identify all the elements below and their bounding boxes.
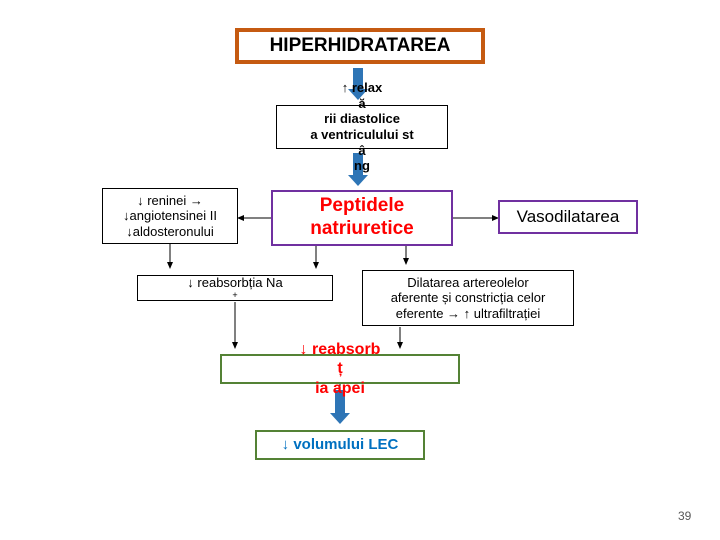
box-b1: HIPERHIDRATAREA: [235, 28, 485, 64]
page-number: 39: [678, 509, 691, 523]
box-b5: Vasodilatarea: [498, 200, 638, 234]
box-b8: ↓ reabsorbția apei: [220, 354, 460, 384]
box-b9: ↓ volumului LEC: [255, 430, 425, 460]
box-b6: ↓ reabsorbția Na+: [137, 275, 333, 301]
box-b4: ↓ reninei →↓angiotensinei II↓aldosteronu…: [102, 188, 238, 244]
box-b3: Peptidelenatriuretice: [271, 190, 453, 246]
box-b2: ↑ relaxării diastolicea ventriculului st…: [276, 105, 448, 149]
box-b7: Dilatarea artereoleloraferente și constr…: [362, 270, 574, 326]
